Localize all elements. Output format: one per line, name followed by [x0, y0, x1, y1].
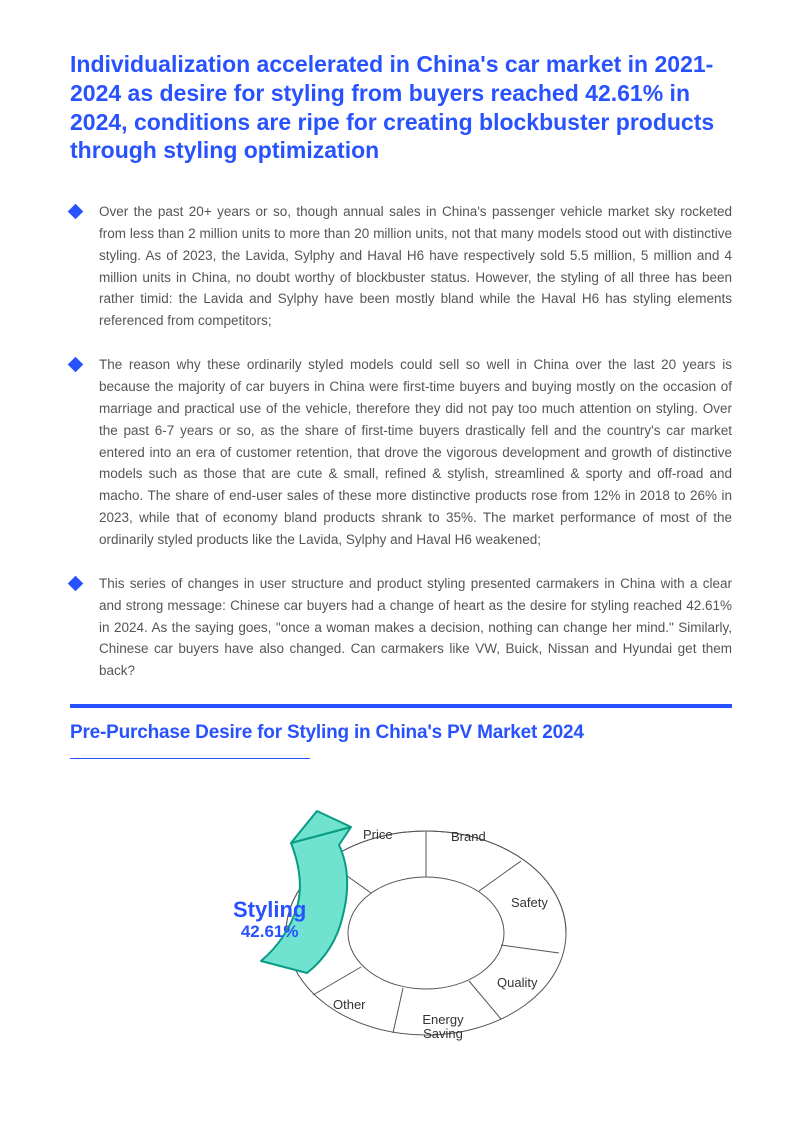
page-title: Individualization accelerated in China's… [70, 50, 732, 165]
bullet-text: The reason why these ordinarily styled m… [99, 354, 732, 551]
section-divider-top [70, 704, 732, 708]
segment-label-price: Price [363, 827, 393, 842]
section-divider-bottom [70, 758, 310, 759]
diamond-bullet-icon [68, 357, 84, 373]
diamond-bullet-icon [68, 576, 84, 592]
bullet-text: This series of changes in user structure… [99, 573, 732, 682]
bullet-item: Over the past 20+ years or so, though an… [70, 201, 732, 332]
styling-label-value: 42.61% [233, 922, 306, 942]
ring-chart-container: Price Brand Safety Quality Energy Saving… [70, 783, 732, 1063]
segment-label-safety: Safety [511, 895, 548, 910]
segment-label-energy: Energy Saving [413, 1013, 473, 1042]
bullet-text: Over the past 20+ years or so, though an… [99, 201, 732, 332]
segment-label-quality: Quality [497, 975, 537, 990]
section-heading: Pre-Purchase Desire for Styling in China… [70, 722, 732, 744]
styling-label-text: Styling [233, 897, 306, 922]
ring-chart: Price Brand Safety Quality Energy Saving… [221, 783, 581, 1063]
segment-label-brand: Brand [451, 829, 486, 844]
segment-label-other: Other [333, 997, 366, 1012]
bullet-item: This series of changes in user structure… [70, 573, 732, 682]
diamond-bullet-icon [68, 204, 84, 220]
styling-highlight-label: Styling 42.61% [233, 897, 306, 942]
bullet-item: The reason why these ordinarily styled m… [70, 354, 732, 551]
